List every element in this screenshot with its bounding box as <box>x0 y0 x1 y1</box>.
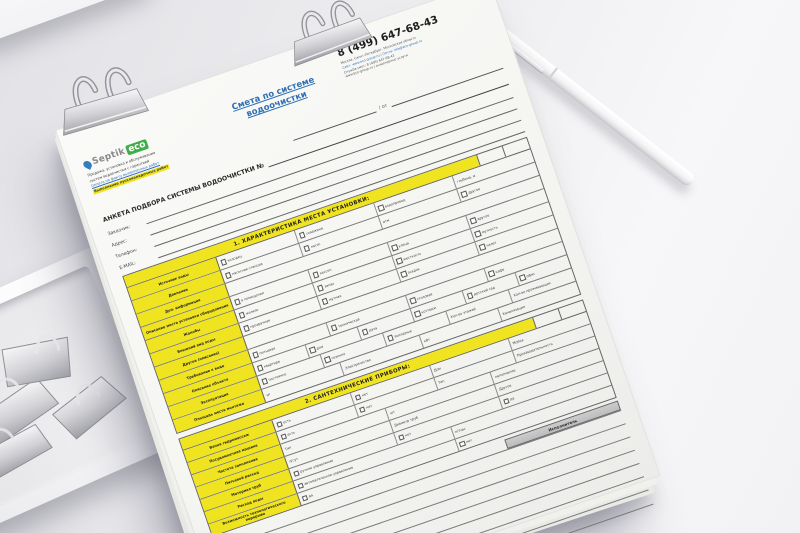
cell-label: водопровод <box>384 197 406 209</box>
pen-cap-seam <box>547 67 558 80</box>
cell-label: другое <box>467 186 481 195</box>
checkbox-icon <box>233 298 241 306</box>
cell-label: дача <box>368 325 378 333</box>
cell-label: Другое <box>498 383 512 392</box>
cell-label: атм <box>382 217 390 224</box>
checkbox-icon <box>358 405 366 413</box>
checkbox-icon <box>251 351 259 359</box>
cell-label: другое <box>476 213 490 222</box>
cell-label: прозрачная <box>249 318 271 329</box>
cell-label: нет <box>365 404 373 410</box>
date-separator: / от <box>378 103 389 112</box>
cell-label: детский сад <box>473 285 496 297</box>
checkbox-icon <box>460 190 468 198</box>
cell-label: постоянно <box>267 371 287 382</box>
checkbox-icon <box>397 433 405 441</box>
cell-label: запах <box>323 281 335 289</box>
cell-label: шт <box>389 410 396 416</box>
cell-label: питьевая <box>258 346 276 356</box>
white-storage-box <box>0 0 157 43</box>
cell-label: Тип <box>284 445 292 452</box>
clip-tray <box>0 245 183 533</box>
cell-label: столовая <box>416 291 433 302</box>
cell-label: коттедж <box>420 305 437 315</box>
binder-clips-pile-icon <box>0 334 127 489</box>
checkbox-icon <box>308 346 316 354</box>
cell-label: жесткость <box>402 251 422 262</box>
checkbox-icon <box>219 258 227 266</box>
cell-label: Дом <box>433 366 442 373</box>
cell-label: есть <box>282 418 292 425</box>
checkbox-icon <box>466 292 474 300</box>
cell-label: насос <box>310 241 321 249</box>
checkbox-icon <box>303 244 311 252</box>
checkbox-icon <box>224 271 232 279</box>
checkbox-icon <box>478 243 486 251</box>
cell-label: кафе <box>494 267 505 274</box>
checkbox-icon <box>458 440 466 448</box>
checkbox-icon <box>395 257 403 265</box>
checkbox-icon <box>391 244 399 252</box>
cell-label: м³/час <box>454 426 467 435</box>
checkbox-icon <box>312 271 320 279</box>
cell-label: Тип <box>437 379 446 386</box>
cell-label: Электричество <box>344 357 372 371</box>
cell-label: железо <box>245 307 259 316</box>
cell-label: сезонно <box>330 351 346 361</box>
cell-label: л/сут <box>288 457 299 464</box>
cell-label: глубина, м <box>456 173 476 184</box>
checkbox-icon <box>238 311 246 319</box>
checkbox-icon <box>323 356 331 364</box>
checkbox-icon <box>316 284 324 292</box>
cell-label: нет <box>465 438 473 445</box>
cell-label: квартира <box>263 359 281 369</box>
checkbox-icon <box>330 324 338 332</box>
checkbox-icon <box>474 230 482 238</box>
checkbox-icon <box>386 334 394 342</box>
checkbox-icon <box>242 324 250 332</box>
checkbox-icon <box>409 297 417 305</box>
cell-label: Мойка <box>512 338 525 346</box>
checkbox-icon <box>298 231 306 239</box>
checkbox-icon <box>280 433 288 441</box>
cell-label: кессон <box>319 267 332 276</box>
checkbox-icon <box>321 297 329 305</box>
checkbox-icon <box>292 469 300 477</box>
cell-label: мутная <box>328 293 342 302</box>
checkbox-icon <box>354 393 362 401</box>
binder-clip-icon <box>63 67 150 136</box>
cell-label: выходные <box>393 328 413 339</box>
cell-label: нет <box>361 391 369 398</box>
cell-label: скважина <box>305 226 324 236</box>
cell-label: налет <box>485 240 497 248</box>
cell-label: да <box>509 396 515 402</box>
cell-label: да <box>308 493 314 499</box>
checkbox-icon <box>296 482 304 490</box>
cell-label: м² <box>265 392 271 398</box>
binder-clip-icon <box>294 0 373 67</box>
checkbox-icon <box>275 420 283 428</box>
checkbox-icon <box>400 270 408 278</box>
checkbox-icon <box>413 310 421 318</box>
cell-label: кВт <box>423 337 431 344</box>
checkbox-icon <box>487 269 495 277</box>
cell-label: осадок <box>407 266 421 275</box>
checkbox-icon <box>469 217 477 225</box>
cell-label: Канализация <box>501 304 526 316</box>
cell-label: дом <box>315 344 324 351</box>
cell-label: улица <box>397 240 410 249</box>
cell-label: нет <box>404 431 412 438</box>
checkbox-icon <box>518 274 526 282</box>
checkbox-icon <box>260 377 268 385</box>
checkbox-icon <box>361 328 369 336</box>
cell-label: колодец <box>226 253 243 263</box>
cell-label: есть <box>286 430 296 438</box>
checkbox-icon <box>502 397 510 405</box>
checkbox-icon <box>377 204 385 212</box>
cell-label: офис <box>525 271 536 279</box>
checkbox-icon <box>301 494 309 502</box>
cell-label: мутность <box>481 225 499 235</box>
checkbox-icon <box>256 364 264 372</box>
